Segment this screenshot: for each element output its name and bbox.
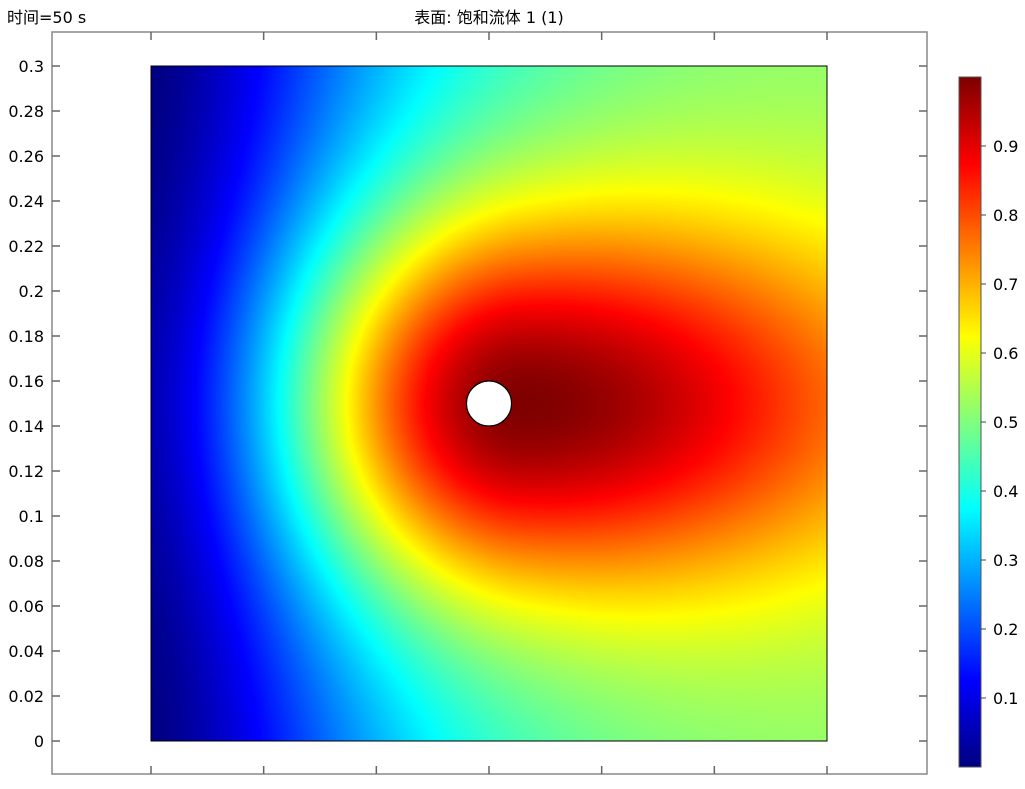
colorbar-tick-label: 0.5 xyxy=(993,413,1018,432)
x-tick-label: 0.1 xyxy=(364,786,389,789)
x-tick-label: 0.15 xyxy=(471,786,507,789)
x-tick-label: 0.05 xyxy=(246,786,282,789)
y-tick-label: 0 xyxy=(34,732,44,751)
y-tick-label: 0.14 xyxy=(8,417,44,436)
colorbar-tick-label: 0.3 xyxy=(993,551,1018,570)
domain-boundary xyxy=(150,65,828,742)
y-tick-label: 0.26 xyxy=(8,147,44,166)
x-tick-label: 0.3 xyxy=(814,786,839,789)
source-hole xyxy=(465,380,513,427)
y-tick-label: 0.22 xyxy=(8,237,44,256)
colorbar xyxy=(958,76,982,768)
y-tick-label: 0.24 xyxy=(8,192,44,211)
colorbar-tick-label: 0.9 xyxy=(993,137,1018,156)
colorbar-tick-label: 0.4 xyxy=(993,482,1018,501)
y-tick-label: 0.06 xyxy=(8,597,44,616)
y-tick-label: 0.1 xyxy=(19,507,44,526)
y-tick-label: 0.04 xyxy=(8,642,44,661)
y-tick-label: 0.2 xyxy=(19,282,44,301)
y-tick-label: 0.16 xyxy=(8,372,44,391)
time-label: 时间=50 s xyxy=(7,8,87,27)
x-tick-label: 0 xyxy=(146,786,156,789)
y-tick-label: 0.02 xyxy=(8,687,44,706)
y-tick-label: 0.28 xyxy=(8,102,44,121)
y-tick-label: 0.12 xyxy=(8,462,44,481)
colorbar-tick-label: 0.1 xyxy=(993,689,1018,708)
x-tick-label: 0.25 xyxy=(697,786,733,789)
x-tick-label: 0.2 xyxy=(589,786,614,789)
colorbar-tick-label: 0.2 xyxy=(993,620,1018,639)
y-tick-label: 0.3 xyxy=(19,57,44,76)
y-tick-label: 0.18 xyxy=(8,327,44,346)
colorbar-tick-label: 0.8 xyxy=(993,206,1018,225)
y-tick-label: 0.08 xyxy=(8,552,44,571)
colorbar-tick-label: 0.6 xyxy=(993,344,1018,363)
colorbar-tick-label: 0.7 xyxy=(993,275,1018,294)
plot-title: 表面: 饱和流体 1 (1) xyxy=(414,8,564,27)
